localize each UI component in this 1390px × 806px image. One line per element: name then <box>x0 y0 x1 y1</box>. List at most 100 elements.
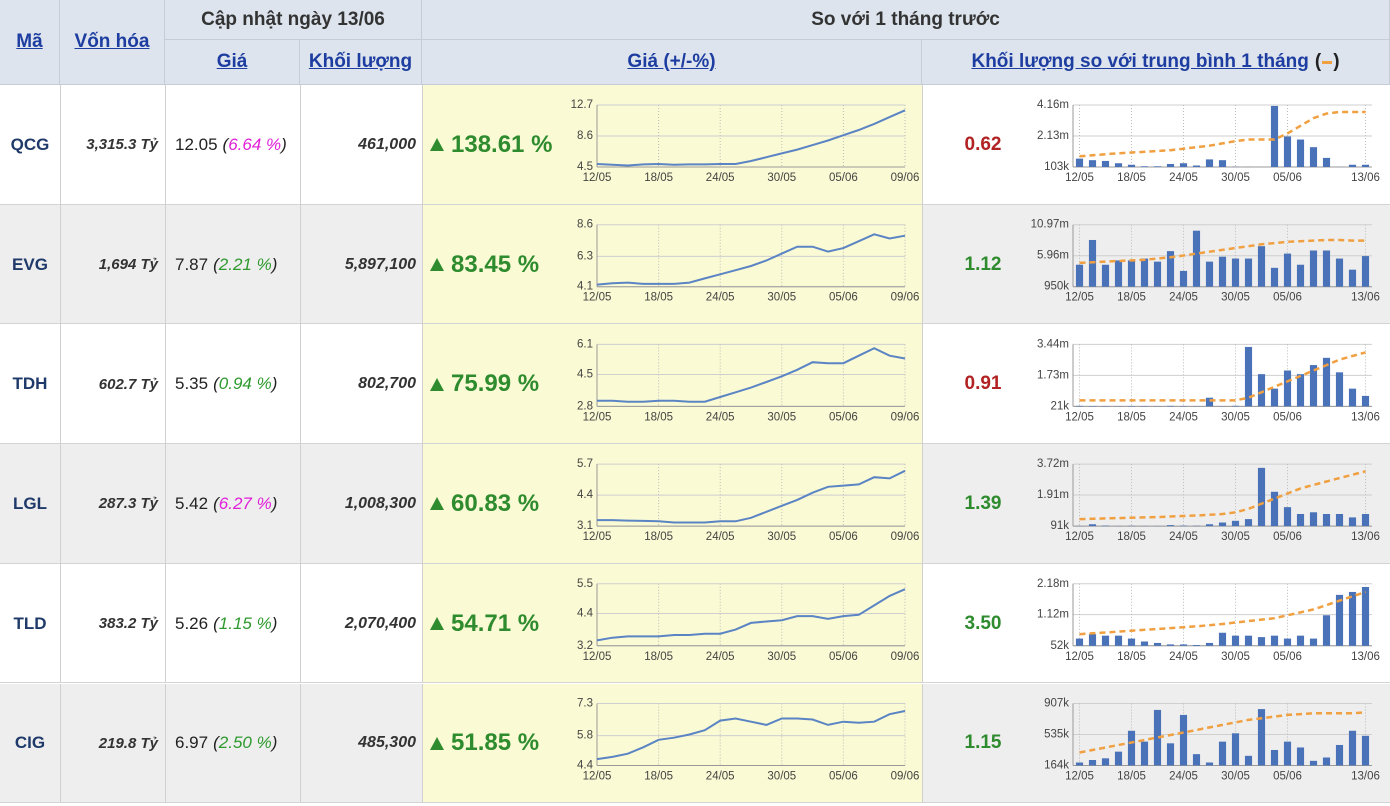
volume-bar <box>1166 405 1175 407</box>
col-sep <box>422 85 423 205</box>
header-kl-tb-text[interactable]: Khối lượng so với trung bình 1 tháng <box>971 51 1309 72</box>
x-tick-label: 30/05 <box>767 771 796 783</box>
volume-bar <box>1153 166 1162 167</box>
y-tick-label: 7.3 <box>577 698 593 710</box>
tang: 51.85 % <box>430 684 560 804</box>
volume-bar <box>1075 638 1084 646</box>
volume-bar <box>1348 269 1357 287</box>
up-icon <box>430 258 444 272</box>
thay-doi: 6.27 % <box>213 494 277 514</box>
ty-le: 1.12 <box>922 205 1044 325</box>
volume-bar <box>1088 524 1097 527</box>
header-von-hoa[interactable]: Vốn hóa <box>60 0 165 85</box>
volume-bar <box>1166 163 1175 167</box>
x-tick-label: 13/06 <box>1351 531 1380 543</box>
up-icon <box>430 617 444 631</box>
header-khoi-luong[interactable]: Khối lượng <box>300 40 422 85</box>
header-gia-text[interactable]: Giá <box>216 51 248 72</box>
volume-bar <box>1140 641 1149 646</box>
x-tick-label: 09/06 <box>891 411 920 423</box>
ty-le: 3.50 <box>922 564 1044 684</box>
tang-text: 51.85 % <box>451 729 540 757</box>
volume-bar <box>1296 747 1305 766</box>
volume-bar <box>1205 261 1214 287</box>
x-tick-label: 12/05 <box>1065 771 1094 783</box>
volume-bar <box>1270 388 1279 407</box>
up-icon <box>430 377 444 391</box>
header-so-voi: So với 1 tháng trước <box>422 0 1390 40</box>
y-tick-label: 3.72m <box>1037 458 1069 470</box>
volume-bar <box>1244 346 1253 407</box>
col-sep <box>422 444 423 564</box>
col-sep <box>922 85 923 205</box>
volume-bar <box>1244 258 1253 287</box>
header-gia-pct[interactable]: Giá (+/-%) <box>422 40 922 85</box>
khoi-luong: 2,070,400 <box>300 564 416 684</box>
header-khoi-luong-text[interactable]: Khối lượng <box>308 51 413 72</box>
volume-bar <box>1153 709 1162 766</box>
volume-bar <box>1283 253 1292 287</box>
volume-bar <box>1244 755 1253 766</box>
x-tick-label: 30/05 <box>767 531 796 543</box>
volume-bar <box>1101 635 1110 646</box>
header-ma[interactable]: Mã <box>0 0 60 85</box>
x-tick-label: 18/05 <box>644 771 673 783</box>
volume-bar <box>1153 261 1162 287</box>
x-tick-label: 12/05 <box>583 292 612 304</box>
volume-bar <box>1114 635 1123 646</box>
volume-bar <box>1361 513 1370 527</box>
x-tick-label: 13/06 <box>1351 771 1380 783</box>
y-tick-label: 5.5 <box>577 578 593 590</box>
col-sep <box>300 204 301 325</box>
x-tick-label: 18/05 <box>644 411 673 423</box>
volume-bar <box>1127 638 1136 646</box>
von-hoa-text: 383.2 Tỷ <box>98 615 158 633</box>
col-sep <box>922 683 923 804</box>
volume-bar <box>1101 758 1110 766</box>
volume-bar <box>1270 105 1279 167</box>
volume-bar <box>1192 754 1201 766</box>
volume-bar <box>1231 733 1240 766</box>
x-tick-label: 05/06 <box>829 531 858 543</box>
y-tick-label: 5.7 <box>577 458 593 470</box>
ty-le-text: 0.91 <box>964 373 1002 395</box>
x-tick-label: 18/05 <box>1117 531 1146 543</box>
header-gia[interactable]: Giá <box>165 40 300 85</box>
volume-bar <box>1166 251 1175 287</box>
volume-bar <box>1322 157 1331 167</box>
volume-bar <box>1309 638 1318 646</box>
volume-bar <box>1257 374 1266 407</box>
volume-bar <box>1270 749 1279 766</box>
khoi-luong-text: 485,300 <box>358 734 416 752</box>
col-sep <box>300 85 301 205</box>
y-tick-label: 21k <box>1050 400 1069 412</box>
volume-bar <box>1075 158 1084 167</box>
x-tick-label: 24/05 <box>1169 411 1198 423</box>
header-von-hoa-text[interactable]: Vốn hóa <box>74 31 150 52</box>
x-tick-label: 12/05 <box>583 771 612 783</box>
x-tick-label: 30/05 <box>1221 411 1250 423</box>
price-line <box>596 588 906 642</box>
thay-doi: 2.50 % <box>213 733 277 753</box>
x-tick-label: 24/05 <box>1169 292 1198 304</box>
volume-bar <box>1218 522 1227 527</box>
volume-bar <box>1101 264 1110 287</box>
header-gia-pct-text[interactable]: Giá (+/-%) <box>627 51 716 72</box>
col-sep <box>60 683 61 804</box>
x-tick-label: 12/05 <box>583 651 612 663</box>
thay-doi: 6.64 % <box>223 135 287 155</box>
x-tick-label: 18/05 <box>644 651 673 663</box>
x-tick-label: 05/06 <box>829 771 858 783</box>
volume-bar <box>1361 587 1370 646</box>
von-hoa-text: 3,315.3 Tỷ <box>86 136 158 154</box>
volume-bar <box>1231 520 1240 527</box>
volume-bar <box>1205 762 1214 766</box>
x-tick-label: 09/06 <box>891 172 920 184</box>
volume-bar <box>1205 524 1214 527</box>
header-kl-tb[interactable]: Khối lượng so với trung bình 1 tháng <box>922 40 1390 85</box>
volume-bar <box>1179 644 1188 646</box>
tang-text: 54.71 % <box>451 609 540 637</box>
col-sep <box>422 683 423 804</box>
y-tick-label: 1.12m <box>1037 609 1069 621</box>
header-ma-text[interactable]: Mã <box>16 31 43 52</box>
